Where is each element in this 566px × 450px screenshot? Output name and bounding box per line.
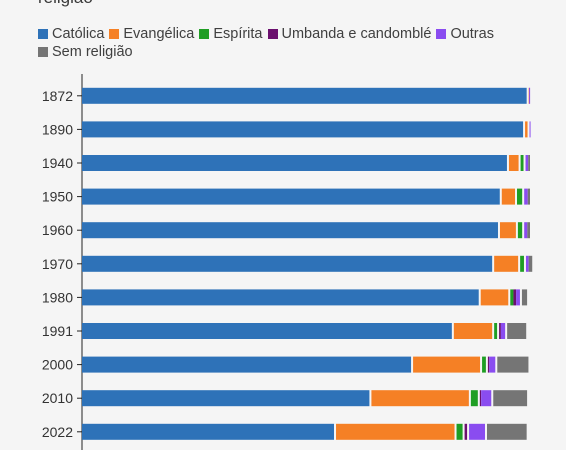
bar-segment bbox=[453, 323, 493, 339]
legend-label: Umbanda e candomblé bbox=[281, 26, 432, 42]
bar-segment bbox=[487, 356, 490, 373]
bar-segment bbox=[82, 255, 493, 272]
bar-segment bbox=[529, 87, 531, 104]
y-tick-label: 1970 bbox=[42, 256, 73, 272]
bar-segment bbox=[82, 188, 500, 205]
y-tick-label: 1940 bbox=[42, 155, 73, 171]
y-tick-label: 2000 bbox=[42, 357, 73, 373]
bar-segment bbox=[499, 222, 516, 239]
bar-segment bbox=[470, 390, 478, 407]
legend-label: Evangélica bbox=[123, 26, 195, 42]
bar-segment bbox=[489, 356, 496, 373]
bar-segment bbox=[516, 289, 520, 306]
bar-segment bbox=[510, 289, 514, 306]
bar-segment bbox=[497, 356, 529, 373]
bar-segment bbox=[456, 423, 463, 440]
legend-item-4: Outras bbox=[436, 25, 494, 43]
bar-segment bbox=[528, 155, 530, 171]
bar-segment bbox=[508, 155, 519, 171]
legend-item-3: Umbanda e candomblé bbox=[267, 25, 432, 43]
legend-item-1: Evangélica bbox=[109, 25, 194, 43]
y-tick-label: 1890 bbox=[42, 121, 73, 137]
bar-segment bbox=[82, 121, 524, 138]
bar-segment bbox=[469, 423, 485, 440]
bar-segment bbox=[500, 323, 506, 339]
legend: Católica Evangélica Espírita Umbanda e cand… bbox=[38, 25, 558, 61]
legend-label: Católica bbox=[52, 26, 105, 42]
bar-segment bbox=[480, 289, 509, 306]
y-tick-label: 1991 bbox=[42, 323, 73, 339]
bar-segment bbox=[527, 222, 530, 239]
bar-segment bbox=[82, 155, 507, 171]
legend-item-2: Espírita bbox=[199, 25, 263, 43]
legend-swatch bbox=[38, 47, 48, 57]
legend-swatch bbox=[199, 29, 210, 39]
bar-segment bbox=[482, 356, 486, 373]
bar-segment bbox=[82, 390, 370, 407]
bar-segment bbox=[481, 390, 492, 407]
legend-label: Sem religião bbox=[52, 44, 133, 60]
bar-segment bbox=[499, 323, 501, 339]
bar-segment bbox=[493, 390, 528, 407]
y-tick-label: 1980 bbox=[42, 289, 73, 305]
legend-swatch bbox=[38, 29, 48, 39]
bar-segment bbox=[486, 423, 527, 440]
legend-item-0: Católica bbox=[38, 25, 104, 43]
legend-item-5: Sem religião bbox=[38, 43, 133, 61]
bar-segment bbox=[494, 323, 498, 339]
legend-label: Espírita bbox=[213, 26, 263, 42]
legend-swatch bbox=[436, 29, 447, 39]
bar-segment bbox=[82, 87, 527, 104]
bar-segment bbox=[517, 188, 523, 205]
y-tick-label: 2010 bbox=[42, 390, 73, 406]
legend-swatch bbox=[267, 29, 278, 39]
bar-segment bbox=[479, 390, 482, 407]
bar-segment bbox=[529, 121, 531, 138]
bar-segment bbox=[82, 356, 412, 373]
bar-segment bbox=[513, 289, 517, 306]
bar-segment bbox=[507, 323, 527, 339]
bar-segment bbox=[413, 356, 481, 373]
y-tick-label: 2022 bbox=[42, 424, 73, 440]
legend-swatch bbox=[109, 29, 120, 39]
bar-segment bbox=[494, 255, 519, 272]
y-tick-label: 1960 bbox=[42, 222, 73, 238]
bar-segment bbox=[336, 423, 455, 440]
bar-segment bbox=[501, 188, 516, 205]
bar-segment bbox=[517, 222, 523, 239]
bar-segment bbox=[520, 155, 524, 171]
bar-segment bbox=[525, 155, 529, 171]
bar-segment bbox=[528, 255, 533, 272]
bar-segment bbox=[520, 255, 524, 272]
bar-segment bbox=[464, 423, 468, 440]
bar-segment bbox=[521, 289, 528, 306]
bar-segment bbox=[82, 423, 335, 440]
y-tick-label: 1872 bbox=[42, 88, 73, 104]
bar-segment bbox=[371, 390, 469, 407]
bar-segment bbox=[524, 222, 528, 239]
y-tick-label: 1950 bbox=[42, 189, 73, 205]
bar-segment bbox=[525, 121, 528, 138]
bar-segment bbox=[82, 323, 452, 339]
legend-label: Outras bbox=[450, 26, 494, 42]
bar-segment bbox=[524, 188, 528, 205]
chart-title: religião bbox=[38, 0, 93, 8]
bar-segment bbox=[82, 222, 498, 239]
bar-segment bbox=[82, 289, 479, 306]
bar-segment bbox=[525, 255, 529, 272]
bar-segment bbox=[527, 188, 530, 205]
